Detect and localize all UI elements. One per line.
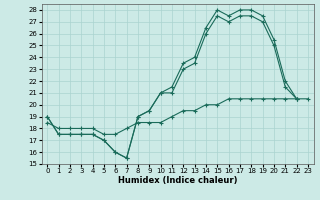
X-axis label: Humidex (Indice chaleur): Humidex (Indice chaleur) (118, 176, 237, 185)
